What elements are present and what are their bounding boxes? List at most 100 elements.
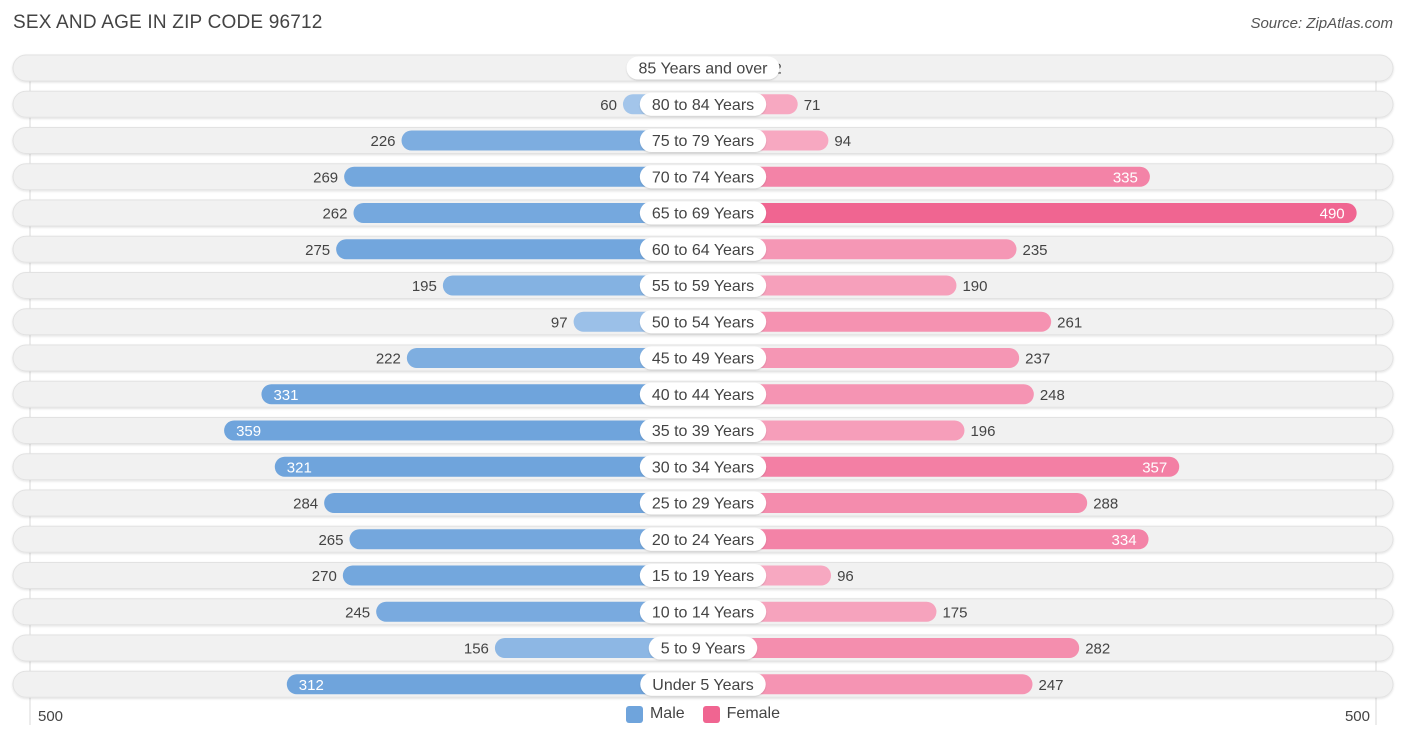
axis-left-label: 500 bbox=[38, 708, 64, 725]
female-value-label: 334 bbox=[1112, 532, 1137, 549]
row-6: 195 190 55 to 59 Years bbox=[12, 272, 1394, 299]
male-value-label: 359 bbox=[236, 423, 261, 440]
male-value-label: 284 bbox=[293, 496, 318, 513]
male-value-label: 195 bbox=[412, 278, 437, 295]
row-7: 97 261 50 to 54 Years bbox=[12, 308, 1394, 336]
male-bar bbox=[401, 130, 703, 151]
category-label: 35 to 39 Years bbox=[652, 423, 754, 440]
row-15: 245 175 10 to 14 Years bbox=[12, 598, 1394, 626]
female-bar bbox=[703, 420, 965, 441]
category-label: Under 5 Years bbox=[652, 677, 753, 694]
female-bar bbox=[703, 203, 1357, 223]
category-label: 70 to 74 Years bbox=[652, 169, 754, 186]
row-1: 60 71 80 to 84 Years bbox=[12, 90, 1394, 118]
category-label: 25 to 29 Years bbox=[652, 496, 754, 513]
female-bar bbox=[703, 529, 1149, 550]
row-16: 156 282 5 to 9 Years bbox=[12, 634, 1394, 662]
female-value-label: 490 bbox=[1320, 206, 1345, 223]
male-bar bbox=[261, 384, 703, 405]
male-value-label: 321 bbox=[287, 459, 312, 476]
row-2: 226 94 75 to 79 Years bbox=[12, 127, 1394, 154]
category-pill bbox=[639, 491, 767, 515]
category-label: 10 to 14 Years bbox=[652, 604, 754, 621]
category-label: 75 to 79 Years bbox=[652, 133, 754, 150]
category-label: 40 to 44 Years bbox=[652, 387, 754, 404]
male-bar bbox=[286, 674, 703, 695]
male-bar bbox=[336, 239, 703, 260]
female-value-label: 335 bbox=[1113, 169, 1138, 186]
category-pill bbox=[639, 600, 767, 624]
male-bar bbox=[376, 601, 703, 622]
category-pill bbox=[639, 237, 767, 261]
male-value-label: 270 bbox=[312, 568, 337, 585]
male-bar bbox=[324, 493, 703, 513]
category-pill bbox=[640, 672, 766, 696]
male-bar bbox=[349, 529, 703, 550]
female-value-label: 357 bbox=[1142, 459, 1167, 476]
row-17: 312 247 Under 5 Years bbox=[12, 670, 1394, 698]
female-bar bbox=[703, 493, 1088, 513]
row-10: 359 196 35 to 39 Years bbox=[12, 417, 1394, 444]
female-value-label: 235 bbox=[1022, 242, 1047, 259]
female-bar bbox=[703, 166, 1150, 187]
female-bar bbox=[703, 638, 1080, 658]
female-swatch bbox=[702, 705, 720, 723]
row-4: 262 490 65 to 69 Years bbox=[12, 199, 1394, 227]
category-pill bbox=[639, 274, 767, 297]
male-value-label: 331 bbox=[273, 387, 298, 404]
category-label: 80 to 84 Years bbox=[652, 97, 754, 114]
category-pill bbox=[639, 165, 767, 189]
male-bar bbox=[224, 420, 703, 441]
category-label: 65 to 69 Years bbox=[652, 206, 754, 223]
male-bar bbox=[442, 275, 703, 296]
row-0: 324285 Years and over bbox=[12, 54, 1394, 82]
category-label: 50 to 54 Years bbox=[652, 314, 754, 331]
female-value-label: 288 bbox=[1093, 496, 1118, 513]
female-value-label: 261 bbox=[1057, 314, 1082, 331]
category-pill bbox=[639, 92, 767, 116]
category-label: 30 to 34 Years bbox=[652, 459, 754, 476]
female-value-label: 282 bbox=[1085, 641, 1110, 658]
category-pill bbox=[639, 419, 767, 442]
female-bar bbox=[703, 384, 1034, 405]
row-3: 269 335 70 to 74 Years bbox=[12, 163, 1394, 191]
male-bar bbox=[406, 348, 703, 368]
row-5: 275 235 60 to 64 Years bbox=[12, 235, 1394, 263]
female-value-label: 71 bbox=[804, 97, 821, 114]
category-pill bbox=[639, 310, 767, 334]
male-swatch bbox=[625, 705, 643, 723]
legend-item-male: Male bbox=[625, 705, 685, 723]
male-value-label: 245 bbox=[345, 604, 370, 621]
category-pill bbox=[639, 527, 767, 551]
female-bar bbox=[703, 456, 1180, 477]
female-value-label: 247 bbox=[1038, 677, 1063, 694]
male-bar bbox=[344, 166, 703, 187]
row-11: 321 357 30 to 34 Years bbox=[12, 453, 1394, 481]
female-bar bbox=[703, 311, 1052, 332]
row-13: 265 334 20 to 24 Years bbox=[12, 525, 1394, 553]
category-pill bbox=[648, 636, 758, 660]
category-pill bbox=[639, 129, 767, 152]
female-bar bbox=[703, 239, 1017, 260]
female-value-label: 190 bbox=[962, 278, 987, 295]
category-label: 20 to 24 Years bbox=[652, 532, 754, 549]
male-value-label: 312 bbox=[299, 677, 324, 694]
category-label: 5 to 9 Years bbox=[661, 641, 746, 658]
female-bar bbox=[703, 275, 957, 296]
category-label: 85 Years and over bbox=[639, 61, 769, 78]
male-bar bbox=[274, 456, 703, 477]
female-value-label: 196 bbox=[970, 423, 995, 440]
male-value-label: 222 bbox=[376, 351, 401, 368]
axis-right-label: 500 bbox=[1344, 708, 1370, 725]
legend-male-label: Male bbox=[649, 705, 685, 722]
male-value-label: 275 bbox=[305, 242, 330, 259]
male-bar bbox=[342, 565, 703, 586]
row-8: 222 237 45 to 49 Years bbox=[12, 344, 1394, 372]
legend: Male Female bbox=[0, 705, 1406, 723]
category-pill bbox=[639, 382, 767, 406]
male-value-label: 262 bbox=[322, 206, 347, 223]
female-value-label: 94 bbox=[834, 133, 851, 150]
male-value-label: 156 bbox=[464, 641, 489, 658]
male-value-label: 60 bbox=[600, 97, 617, 114]
